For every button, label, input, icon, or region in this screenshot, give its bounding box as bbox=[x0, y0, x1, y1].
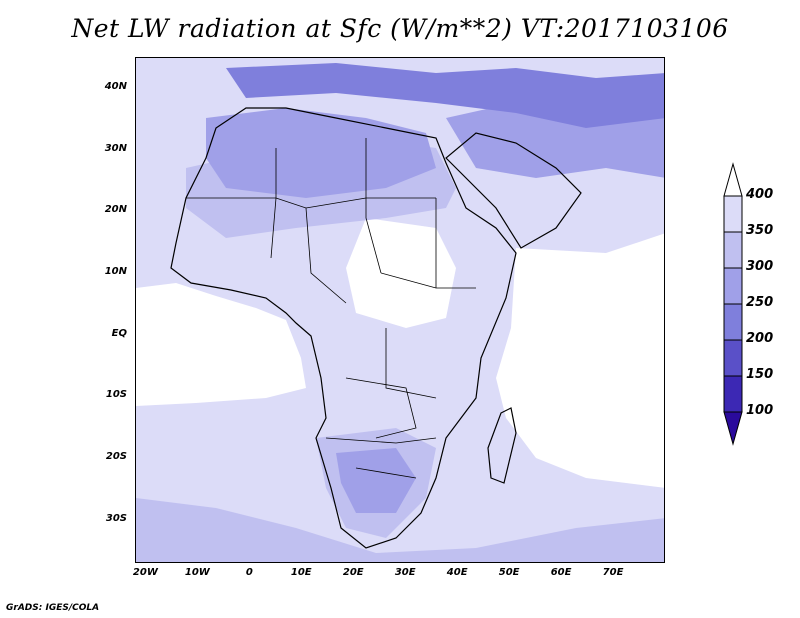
lon-tick-label: 50E bbox=[498, 567, 520, 578]
lat-tick-label: 40N bbox=[104, 80, 127, 92]
shade-250-sahara bbox=[206, 108, 436, 198]
map-title: Net LW radiation at Sfc (W/m**2) VT:2017… bbox=[71, 14, 729, 43]
shade-250-southern-africa bbox=[336, 448, 416, 513]
lon-tick-label: 0 bbox=[245, 567, 253, 578]
lon-tick-label: 70E bbox=[602, 567, 624, 578]
colorbar-bottom-arrow bbox=[723, 411, 743, 446]
madagascar-coastline bbox=[487, 407, 517, 484]
colorbar-level-label: 400 bbox=[746, 187, 774, 202]
grads-credit: GrADS: IGES/COLA bbox=[6, 603, 100, 613]
colorbar-segment bbox=[723, 339, 743, 377]
colorbar-segment bbox=[723, 267, 743, 305]
lat-tick-label: 10N bbox=[104, 265, 127, 277]
colorbar-segment bbox=[723, 231, 743, 269]
colorbar-top-arrow bbox=[723, 162, 743, 197]
lat-tick-label: 30N bbox=[104, 142, 127, 154]
radiation-field bbox=[136, 63, 664, 562]
lat-tick-label: 30S bbox=[105, 512, 127, 524]
colorbar-level-label: 200 bbox=[746, 331, 774, 346]
lon-tick-label: 10E bbox=[290, 567, 312, 578]
map-plot-area bbox=[135, 57, 665, 563]
colorbar-segment bbox=[723, 195, 743, 233]
country-borders bbox=[186, 138, 476, 479]
white-region-atlantic bbox=[136, 283, 306, 406]
shade-200-north bbox=[226, 63, 664, 128]
africa-coastline bbox=[170, 107, 517, 549]
colorbar-level-label: 350 bbox=[746, 223, 774, 238]
lat-tick-label: EQ bbox=[111, 327, 127, 339]
arabia-coastline bbox=[445, 132, 582, 249]
lon-tick-label: 20E bbox=[342, 567, 364, 578]
colorbar-level-label: 100 bbox=[746, 403, 774, 418]
lat-tick-label: 20N bbox=[104, 204, 127, 216]
lat-tick-label: 20S bbox=[105, 451, 127, 463]
white-region-central bbox=[346, 218, 456, 328]
lat-tick-label: 10S bbox=[105, 389, 127, 401]
lon-tick-label: 10W bbox=[184, 567, 210, 578]
colorbar-level-label: 300 bbox=[746, 259, 774, 274]
white-region-indian bbox=[496, 233, 664, 488]
colorbar bbox=[723, 162, 743, 446]
colorbar-level-label: 250 bbox=[746, 295, 774, 310]
colorbar-level-label: 150 bbox=[746, 367, 774, 382]
colorbar-segment bbox=[723, 303, 743, 341]
colorbar-segment bbox=[723, 375, 743, 413]
lon-tick-label: 40E bbox=[446, 567, 468, 578]
shade-300-south-ocean bbox=[136, 498, 664, 562]
lon-tick-label: 60E bbox=[550, 567, 572, 578]
lon-tick-label: 30E bbox=[394, 567, 416, 578]
lon-tick-label: 20W bbox=[132, 567, 158, 578]
